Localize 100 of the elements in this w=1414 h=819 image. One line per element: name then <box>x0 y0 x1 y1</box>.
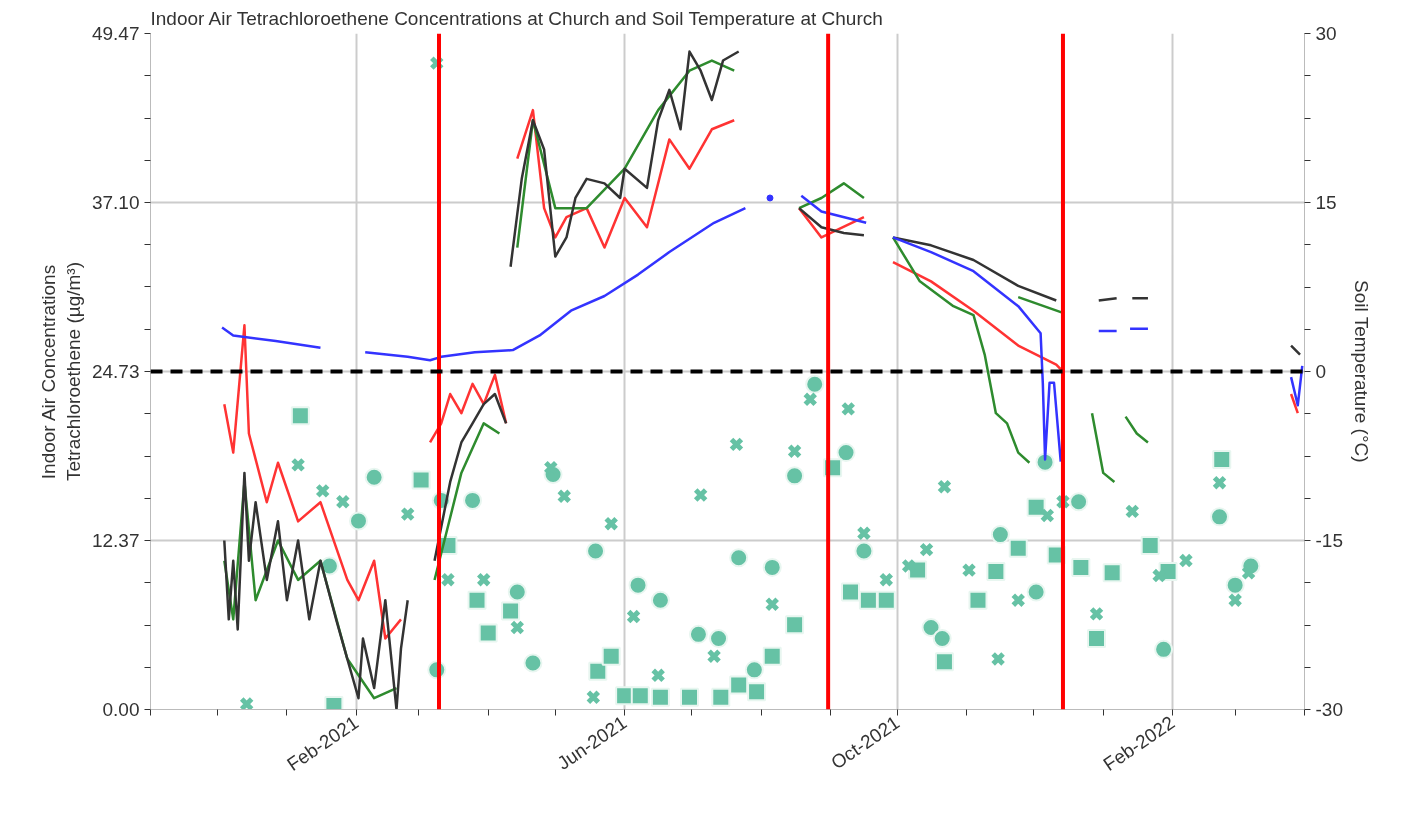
point <box>729 436 744 452</box>
point <box>836 443 856 463</box>
point <box>961 562 977 578</box>
point <box>858 590 878 610</box>
point <box>478 623 498 643</box>
point <box>1026 582 1046 602</box>
point <box>878 572 894 588</box>
point <box>467 590 487 610</box>
point <box>290 457 306 473</box>
point <box>709 628 729 648</box>
point <box>650 687 670 707</box>
point <box>986 561 1006 581</box>
point <box>1212 475 1227 491</box>
point <box>523 653 543 673</box>
y-tick-label: 0.00 <box>102 699 140 720</box>
point <box>693 487 709 503</box>
point <box>463 490 483 510</box>
chart-title: Indoor Air Tetrachloroethene Concentrations at Church and Soil Temperature at Church <box>150 7 883 29</box>
point <box>411 470 431 490</box>
point <box>901 558 917 574</box>
point <box>744 660 764 680</box>
point <box>1124 503 1140 519</box>
y-axis-title: Indoor Air Concentrations Tetrachloroethene (µg/m³) <box>37 262 84 481</box>
y2-tick-label: -15 <box>1315 530 1343 551</box>
point <box>856 525 872 541</box>
y-tick-label: 37.10 <box>91 192 140 214</box>
point <box>785 615 805 635</box>
point <box>650 590 670 610</box>
y2-tick-label: 15 <box>1315 192 1337 213</box>
point <box>1102 563 1122 583</box>
point <box>290 406 310 426</box>
point <box>556 488 572 504</box>
y2-tick-label: -30 <box>1315 699 1343 720</box>
point <box>932 628 952 648</box>
point <box>585 689 601 705</box>
point <box>936 479 952 495</box>
point <box>1089 606 1104 622</box>
point <box>315 483 331 499</box>
point <box>348 511 368 531</box>
point <box>335 494 351 510</box>
point <box>400 506 416 522</box>
point <box>501 601 521 621</box>
point <box>650 667 666 683</box>
point <box>1026 497 1046 517</box>
point <box>630 686 650 706</box>
point <box>1140 536 1160 556</box>
point <box>1039 508 1055 523</box>
y-tick-label: 12.37 <box>91 529 140 551</box>
point <box>876 590 896 610</box>
point <box>729 548 749 568</box>
point <box>476 572 492 588</box>
point <box>854 541 874 561</box>
point <box>785 466 805 486</box>
point <box>1071 557 1091 577</box>
point <box>440 572 456 588</box>
point <box>507 582 527 602</box>
point <box>990 525 1010 545</box>
point <box>239 696 255 710</box>
point <box>626 609 642 625</box>
point <box>1178 553 1194 568</box>
point <box>1210 507 1230 527</box>
point <box>764 596 780 612</box>
point <box>706 648 722 664</box>
point <box>509 620 525 635</box>
point <box>1069 492 1089 512</box>
point <box>802 391 818 407</box>
y-tick-label: 49.47 <box>91 23 140 44</box>
point <box>711 687 731 707</box>
y-tick-label: 24.73 <box>91 361 140 383</box>
point <box>921 618 941 637</box>
point <box>364 467 384 487</box>
point <box>805 374 825 394</box>
point <box>840 401 856 417</box>
point <box>747 682 767 702</box>
point <box>1151 568 1167 584</box>
point <box>688 624 708 644</box>
point <box>588 661 608 681</box>
point <box>1212 449 1232 469</box>
point <box>1225 575 1245 595</box>
point <box>1035 452 1055 472</box>
y2-axis-title: Soil Temperature (°C) <box>1350 280 1372 463</box>
point <box>919 542 934 558</box>
point <box>990 651 1006 667</box>
point <box>1008 538 1028 558</box>
point <box>586 541 606 561</box>
point <box>1010 592 1026 608</box>
y2-tick-label: 30 <box>1315 23 1337 44</box>
point <box>1154 639 1174 659</box>
point <box>603 516 619 532</box>
point <box>679 687 699 707</box>
point <box>729 675 749 695</box>
point <box>762 557 782 577</box>
y2-tick-label: 0 <box>1315 361 1327 382</box>
point <box>968 590 988 610</box>
point <box>787 443 803 459</box>
point <box>841 582 860 602</box>
point <box>934 652 954 672</box>
point <box>762 646 782 666</box>
point <box>1087 628 1107 648</box>
point <box>601 646 621 666</box>
